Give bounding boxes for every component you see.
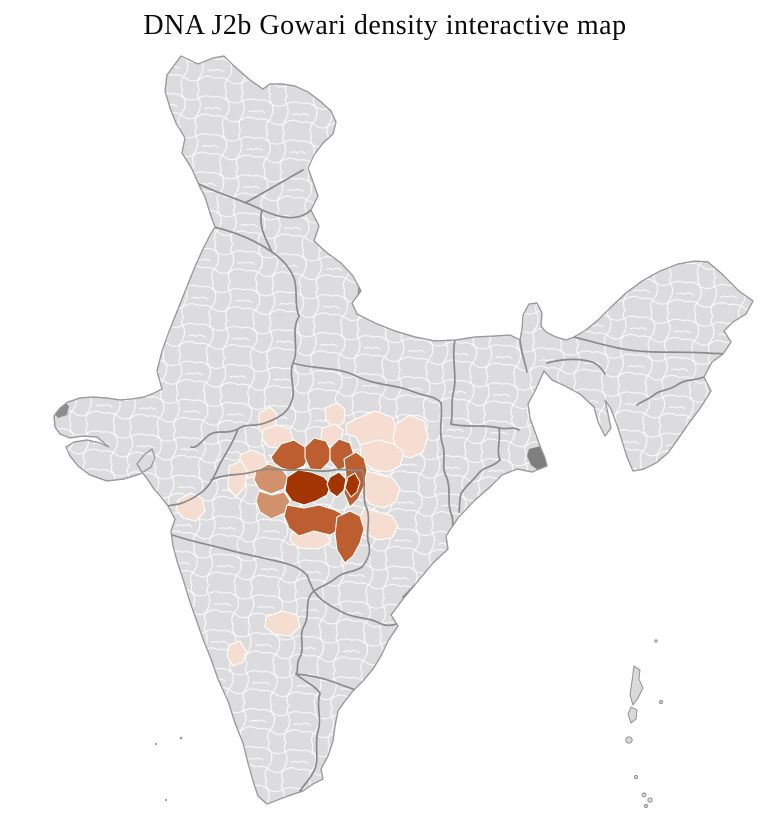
density-districts-low xyxy=(175,402,429,667)
district[interactable] xyxy=(359,469,401,509)
district[interactable] xyxy=(226,640,247,667)
district[interactable] xyxy=(175,492,206,522)
district[interactable] xyxy=(227,460,248,498)
district[interactable] xyxy=(304,437,332,471)
island xyxy=(154,742,158,746)
district[interactable] xyxy=(284,469,332,506)
andaman-nicobar-islands xyxy=(625,639,663,808)
density-districts-very-high xyxy=(284,469,361,506)
lakshadweep-islands xyxy=(154,736,183,802)
island xyxy=(659,700,663,704)
page-title: DNA J2b Gowari density interactive map xyxy=(143,10,627,41)
district[interactable] xyxy=(334,510,365,564)
district[interactable] xyxy=(326,471,347,498)
island xyxy=(644,804,648,808)
island xyxy=(627,706,638,724)
district[interactable] xyxy=(344,472,361,498)
district[interactable] xyxy=(324,402,346,429)
island xyxy=(629,665,644,707)
island xyxy=(625,736,633,744)
district[interactable] xyxy=(253,463,289,495)
island xyxy=(633,774,639,780)
island xyxy=(641,792,647,798)
district[interactable] xyxy=(392,414,429,459)
island xyxy=(179,736,183,740)
district[interactable] xyxy=(264,610,301,637)
island xyxy=(164,798,168,802)
island xyxy=(654,639,658,643)
island xyxy=(647,797,653,803)
